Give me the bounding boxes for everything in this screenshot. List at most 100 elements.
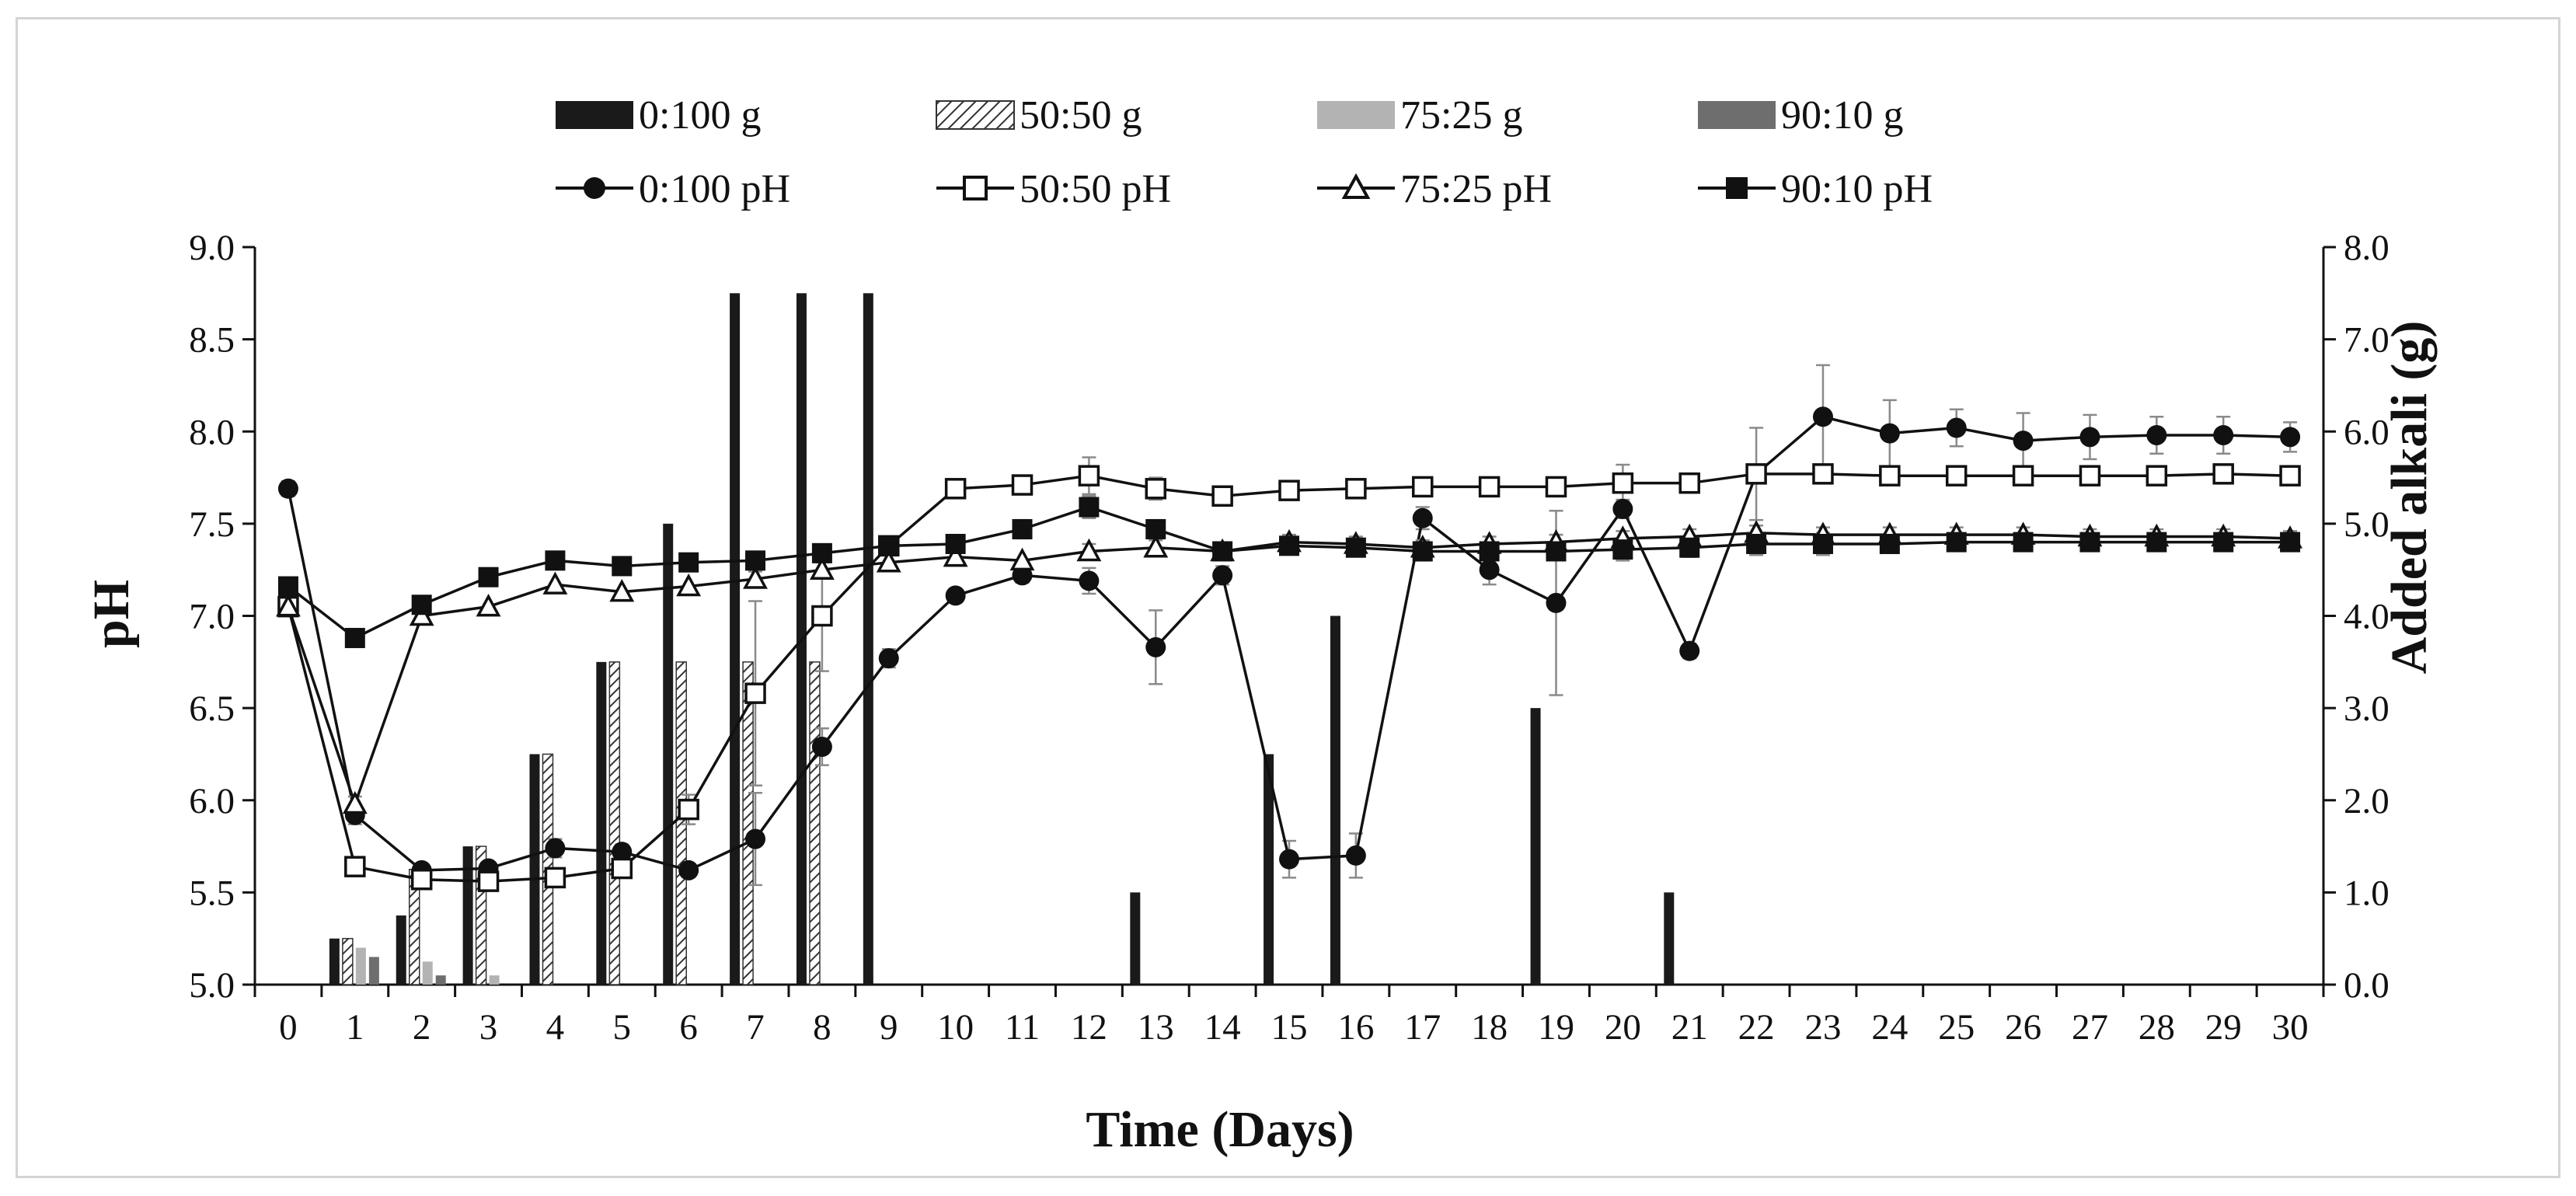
x-tick-label: 11 xyxy=(1005,1007,1040,1048)
x-tick-label: 25 xyxy=(1938,1007,1975,1048)
point-75-25-ph xyxy=(609,578,635,602)
legend-item-0-100-g: 0:100 g xyxy=(556,93,761,138)
bar-0-100-g xyxy=(1264,754,1274,985)
point-75-25-ph xyxy=(542,571,568,595)
x-tick-label: 4 xyxy=(546,1007,565,1048)
x-tick-label: 14 xyxy=(1204,1007,1241,1048)
x-tick-label: 16 xyxy=(1337,1007,1374,1048)
point-90-10-ph xyxy=(945,533,966,554)
bar-50-50-g xyxy=(809,661,821,985)
series-line-90-10-ph xyxy=(287,505,2291,640)
x-tick-label: 19 xyxy=(1538,1007,1574,1048)
point-90-10-ph xyxy=(1879,533,1900,554)
point-75-25-ph xyxy=(275,593,301,617)
point-0-100-ph xyxy=(1679,640,1700,661)
bars xyxy=(329,293,1675,985)
x-tick-label: 13 xyxy=(1138,1007,1174,1048)
legend-swatch-50-50-g xyxy=(936,100,1015,130)
point-75-25-ph xyxy=(676,573,702,597)
point-50-50-ph xyxy=(1278,479,1300,501)
x-tick-label: 23 xyxy=(1804,1007,1841,1048)
point-90-10-ph xyxy=(1679,537,1700,558)
point-0-100-ph xyxy=(1946,417,1967,438)
x-tick-label: 2 xyxy=(413,1007,431,1048)
point-75-25-ph xyxy=(476,593,501,617)
legend-label-0-100-g: 0:100 g xyxy=(639,93,761,138)
bar-75-25-g xyxy=(355,947,366,985)
y2-tick-label: 4.0 xyxy=(2344,597,2390,637)
point-50-50-ph xyxy=(1812,463,1834,485)
bar-90-10-g xyxy=(435,975,446,985)
point-0-100-ph xyxy=(1079,570,1100,591)
y-tick-label: 7.5 xyxy=(189,504,235,545)
point-50-50-ph xyxy=(1745,463,1767,485)
legend-label-90-10-ph: 90:10 pH xyxy=(1781,167,1933,211)
point-90-10-ph xyxy=(1546,541,1567,562)
y-tick-label: 7.0 xyxy=(189,597,235,637)
x-tick-label: 26 xyxy=(2005,1007,2041,1048)
point-0-100-ph xyxy=(1879,423,1900,444)
x-tick-label: 0 xyxy=(279,1007,298,1048)
point-75-25-ph xyxy=(809,556,835,580)
x-tick-label: 15 xyxy=(1271,1007,1308,1048)
bar-50-50-g xyxy=(742,661,754,985)
point-90-10-ph xyxy=(1412,541,1433,562)
bar-90-10-g xyxy=(368,957,379,985)
legend-label-50-50-g: 50:50 g xyxy=(1020,93,1142,138)
legend-label-0-100-ph: 0:100 pH xyxy=(639,167,790,211)
point-0-100-ph xyxy=(1612,498,1633,519)
point-50-50-ph xyxy=(2012,465,2034,486)
point-90-10-ph xyxy=(1345,537,1366,558)
point-50-50-ph xyxy=(1345,478,1367,500)
point-75-25-ph xyxy=(1076,538,1102,562)
legend: 0:100 g 50:50 g 75:25 g 90:10 g 0:100 pH… xyxy=(556,93,1933,211)
point-90-10-ph xyxy=(2079,532,2100,553)
point-90-10-ph xyxy=(1145,518,1166,539)
y2-axis-title: Added alkali (g) xyxy=(2381,321,2438,675)
point-0-100-ph xyxy=(1279,849,1299,870)
x-axis-title: Time (Days) xyxy=(1086,1101,1354,1158)
series-line-75-25-ph xyxy=(287,531,2291,808)
point-90-10-ph xyxy=(2280,532,2301,553)
point-75-25-ph xyxy=(743,566,768,589)
point-90-10-ph xyxy=(678,552,699,573)
y2-tick-label: 0.0 xyxy=(2344,965,2390,1006)
point-0-100-ph xyxy=(678,860,699,880)
x-tick-label: 9 xyxy=(880,1007,898,1048)
y-tick-label: 6.0 xyxy=(189,781,235,821)
point-90-10-ph xyxy=(1812,533,1833,554)
legend-swatch-75-25-g xyxy=(1317,101,1395,129)
y-tick-label: 5.5 xyxy=(189,873,235,913)
point-90-10-ph xyxy=(2146,532,2167,553)
point-0-100-ph xyxy=(878,648,899,669)
point-0-100-ph xyxy=(1145,636,1166,657)
point-0-100-ph xyxy=(1345,845,1366,866)
point-90-10-ph xyxy=(277,576,298,597)
point-50-50-ph xyxy=(2079,465,2101,486)
x-tick-label: 18 xyxy=(1471,1007,1508,1048)
bar-0-100-g xyxy=(396,915,406,985)
point-0-100-ph xyxy=(277,478,298,499)
legend-item-0-100-ph: 0:100 pH xyxy=(556,167,790,211)
y-tick-label: 8.5 xyxy=(189,320,235,361)
point-50-50-ph xyxy=(611,857,633,880)
point-90-10-ph xyxy=(545,550,566,571)
legend-swatch-0-100-g xyxy=(556,101,633,129)
y-tick-label: 8.0 xyxy=(189,412,235,452)
bar-0-100-g xyxy=(1530,708,1541,985)
point-50-50-ph xyxy=(811,605,833,627)
point-50-50-ph xyxy=(410,869,433,891)
y-tick-label: 5.0 xyxy=(189,965,235,1006)
point-0-100-ph xyxy=(2213,424,2234,445)
point-50-50-ph xyxy=(944,478,967,500)
axes: 5.0 5.5 6.0 6.5 7.0 7.5 8.0 8.5 9.0 0.0 1.0 2.0 3.0 4… xyxy=(189,228,2390,1048)
x-tick-label: 24 xyxy=(1871,1007,1908,1048)
y-tick-label: 6.5 xyxy=(189,689,235,729)
x-tick-label: 10 xyxy=(937,1007,974,1048)
legend-item-75-25-ph: 75:25 pH xyxy=(1317,167,1552,211)
legend-item-90-10-g: 90:10 g xyxy=(1698,93,1903,138)
bar-0-100-g xyxy=(663,523,674,985)
x-tick-label: 28 xyxy=(2139,1007,2175,1048)
point-0-100-ph xyxy=(1212,565,1233,586)
y2-tick-label: 2.0 xyxy=(2344,781,2390,821)
